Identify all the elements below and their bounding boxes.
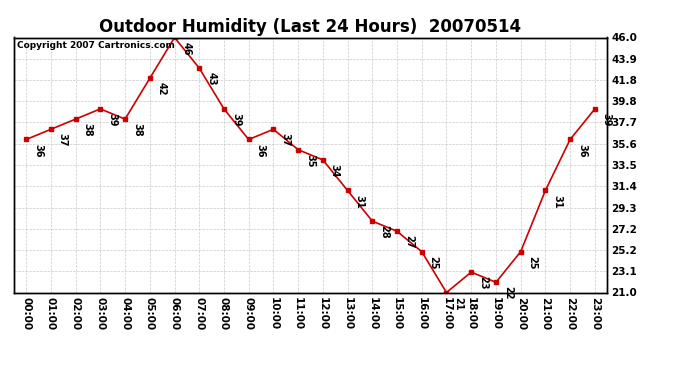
Text: 22: 22 <box>503 286 513 300</box>
Text: 38: 38 <box>132 123 142 137</box>
Title: Outdoor Humidity (Last 24 Hours)  20070514: Outdoor Humidity (Last 24 Hours) 2007051… <box>99 18 522 36</box>
Text: 27: 27 <box>404 236 414 249</box>
Text: 39: 39 <box>107 113 117 127</box>
Text: 25: 25 <box>528 256 538 269</box>
Text: Copyright 2007 Cartronics.com: Copyright 2007 Cartronics.com <box>17 41 175 50</box>
Text: 31: 31 <box>552 195 562 208</box>
Text: 46: 46 <box>181 42 191 55</box>
Text: 36: 36 <box>255 144 266 157</box>
Text: 39: 39 <box>231 113 241 127</box>
Text: 43: 43 <box>206 72 216 86</box>
Text: 23: 23 <box>478 276 488 290</box>
Text: 39: 39 <box>602 113 612 127</box>
Text: 31: 31 <box>355 195 364 208</box>
Text: 42: 42 <box>157 82 167 96</box>
Text: 25: 25 <box>428 256 439 269</box>
Text: 37: 37 <box>58 134 68 147</box>
Text: 37: 37 <box>280 134 290 147</box>
Text: 34: 34 <box>330 164 339 178</box>
Text: 35: 35 <box>305 154 315 167</box>
Text: 36: 36 <box>33 144 43 157</box>
Text: 28: 28 <box>380 225 389 239</box>
Text: 38: 38 <box>83 123 92 137</box>
Text: 21: 21 <box>453 297 464 310</box>
Text: 36: 36 <box>577 144 587 157</box>
